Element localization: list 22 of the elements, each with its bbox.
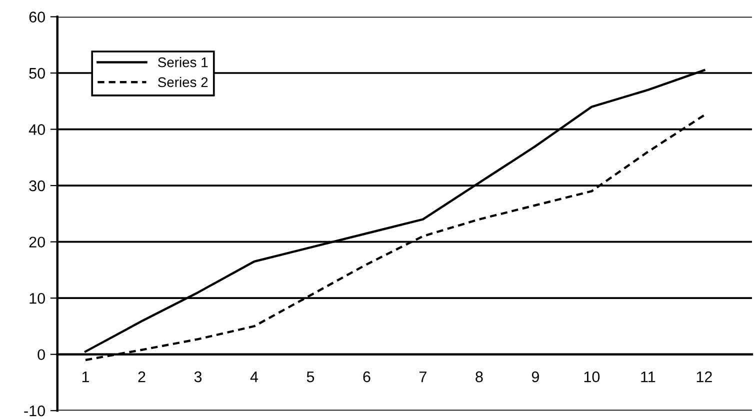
y-tick-label: 30 [29,180,45,192]
x-tick-label: 8 [476,371,483,382]
x-tick-label: 9 [532,371,539,382]
x-tick-label: 7 [419,372,426,382]
x-tick-label: 5 [306,372,314,382]
y-tick-label: 0 [38,349,45,360]
x-tick-label: 3 [194,371,202,382]
x-tick-label: 1 [82,372,90,382]
y-tick-label: 50 [29,68,45,79]
x-tick-label: 12 [696,371,712,382]
y-tick-label: -10 [24,405,45,416]
x-tick-label: 10 [584,371,600,382]
y-tick-label: 60 [29,12,45,22]
legend-label: Series 2 [158,76,208,88]
legend-label: Series 1 [158,57,208,68]
y-tick-label: 10 [30,292,45,304]
x-tick-label: 6 [363,371,370,382]
x-tick-label: 11 [641,372,656,382]
y-tick-label: 40 [28,124,45,135]
x-tick-label: 4 [250,372,258,382]
x-tick-label: 2 [138,371,146,382]
y-tick-label: 20 [29,236,45,248]
